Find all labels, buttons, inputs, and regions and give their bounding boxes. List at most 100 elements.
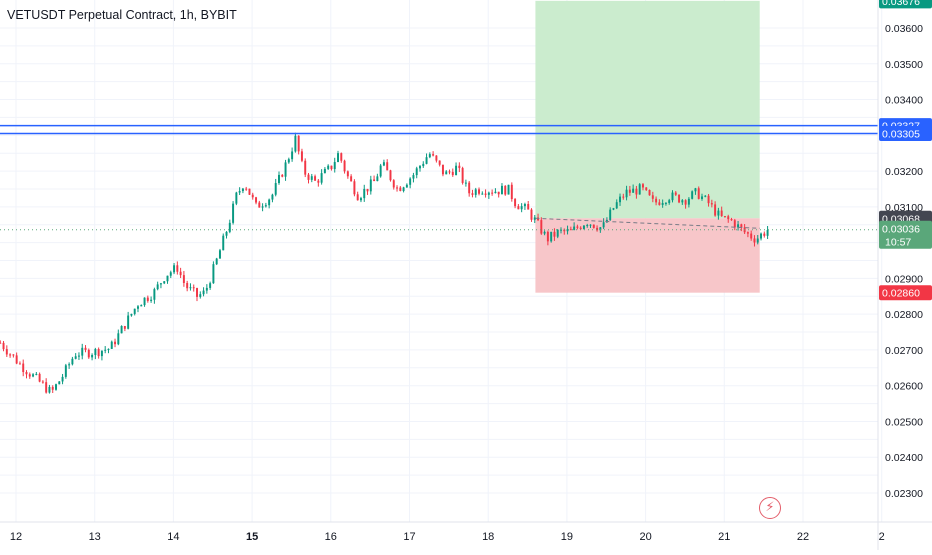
candle-body	[61, 376, 64, 382]
candle-body	[274, 183, 277, 195]
candle-body	[707, 195, 710, 204]
candle-body	[55, 384, 57, 390]
candle-body	[740, 224, 743, 228]
candle-body	[294, 135, 297, 152]
candle-body	[609, 209, 612, 220]
candle-body	[382, 162, 385, 166]
candle-body	[664, 202, 667, 204]
candle-body	[182, 275, 185, 284]
candle-body	[641, 184, 644, 188]
candle-body	[284, 162, 287, 177]
candle-body	[596, 227, 599, 231]
x-tick-label: 12	[10, 531, 22, 543]
candle-body	[582, 225, 585, 229]
last-price-tag-bg	[879, 220, 932, 249]
lightning-icon[interactable]: ⚡	[759, 497, 781, 519]
candle-body	[409, 178, 412, 185]
candle-body	[261, 206, 264, 208]
candle-body	[507, 184, 510, 195]
candle-body	[730, 219, 733, 221]
candle-body	[691, 191, 694, 199]
candle-body	[137, 306, 139, 309]
candle-body	[297, 135, 300, 152]
candle-body	[563, 229, 566, 232]
candle-body	[464, 182, 467, 184]
candle-body	[756, 238, 759, 243]
candle-body	[448, 171, 451, 173]
candle-body	[717, 210, 720, 216]
candle-body	[628, 189, 631, 193]
candle-body	[228, 222, 231, 232]
candle-body	[579, 227, 582, 229]
candle-body	[432, 154, 435, 156]
candle-body	[186, 283, 189, 289]
candle-body	[369, 179, 372, 192]
price-labels: 0.036760.033270.033050.030680.028600.030…	[879, 0, 932, 301]
candle-body	[215, 258, 218, 265]
candle-body	[38, 373, 41, 382]
candle-body	[0, 342, 2, 344]
x-tick-label: 21	[718, 531, 730, 543]
candle-body	[622, 196, 625, 198]
y-tick-label: 0.03400	[885, 95, 923, 107]
candle-body	[681, 200, 684, 203]
candle-body	[566, 229, 569, 232]
candle-body	[697, 188, 700, 199]
candle-body	[140, 305, 143, 307]
candle-body	[130, 313, 133, 316]
candle-body	[478, 189, 481, 194]
candle-body	[553, 231, 556, 237]
candle-body	[241, 188, 244, 192]
candle-body	[455, 165, 458, 176]
candle-body	[746, 232, 749, 234]
candle-body	[350, 176, 353, 182]
candle-body	[645, 187, 648, 191]
candle-body	[363, 188, 366, 199]
candle-body	[648, 190, 651, 196]
x-tick-label: 22	[797, 531, 809, 543]
position-zones[interactable]	[535, 0, 760, 293]
x-tick-label: 17	[403, 531, 415, 543]
candle-body	[100, 350, 103, 357]
chart-title: VETUSDT Perpetual Contract, 1h, BYBIT	[7, 8, 237, 22]
profit-zone[interactable]	[535, 0, 760, 219]
candle-body	[15, 355, 18, 364]
candle-body	[750, 233, 753, 239]
candle-body	[159, 283, 162, 285]
candle-body	[64, 365, 67, 377]
candle-body	[550, 231, 553, 242]
candle-body	[481, 193, 484, 195]
candle-body	[110, 341, 113, 349]
candle-body	[701, 196, 703, 199]
loss-zone[interactable]	[535, 218, 760, 293]
horizontal-lines[interactable]	[0, 124, 878, 231]
candle-body	[638, 184, 641, 195]
candle-body	[77, 355, 80, 357]
candle-body	[2, 342, 5, 350]
candle-body	[373, 179, 376, 182]
candle-body	[107, 348, 110, 350]
candle-body	[45, 382, 48, 393]
candle-body	[248, 188, 251, 195]
price-tag: 0.03676	[882, 0, 920, 8]
candle-body	[120, 326, 123, 334]
candle-body	[569, 229, 572, 231]
candle-body	[310, 176, 313, 180]
candle-body	[592, 224, 595, 228]
candle-body	[304, 160, 307, 175]
candle-body	[281, 174, 284, 177]
candle-body	[166, 275, 169, 282]
candle-body	[199, 294, 202, 297]
candle-body	[202, 290, 205, 295]
y-tick-label: 0.03500	[885, 59, 923, 71]
candle-body	[340, 153, 343, 161]
candle-body	[635, 188, 638, 195]
candle-body	[599, 227, 602, 231]
candle-body	[9, 354, 12, 356]
candle-body	[212, 264, 215, 284]
candle-body	[576, 226, 579, 228]
candle-body	[84, 347, 87, 350]
